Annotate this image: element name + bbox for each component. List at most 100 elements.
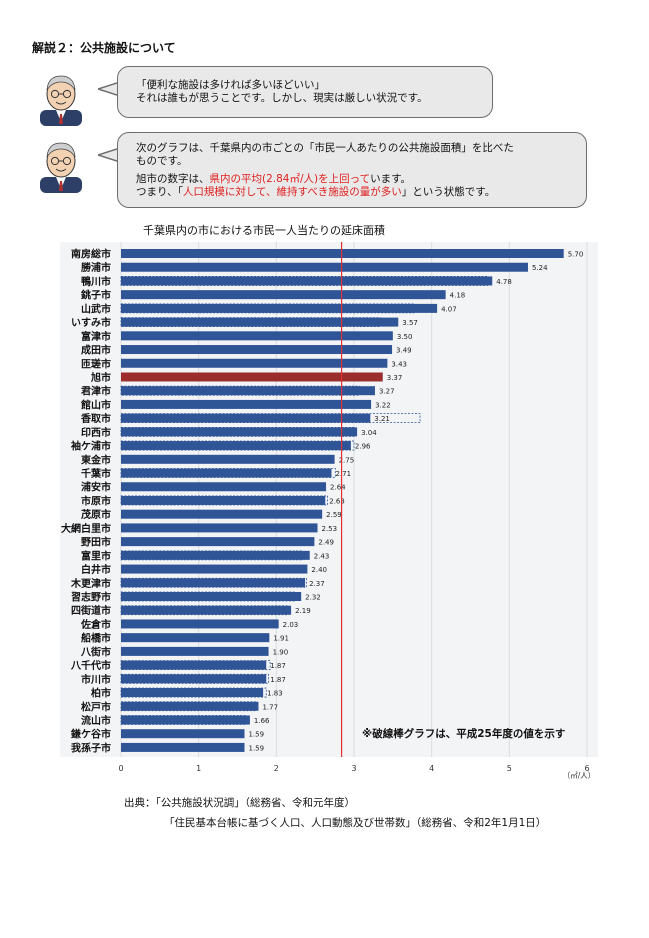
bubble-2-highlight-facilities: 人口規模に対して、維持すべき施設の量が多い [182,186,402,198]
bar [121,742,245,752]
speech-bubble-1: 「便利な施設は多ければ多いほどいい」 それは誰もが思うことです。しかし、現実は厳… [117,66,493,118]
bar [121,537,315,547]
bar-value-label: 3.57 [402,319,418,327]
bubble-2-line-3: 旭市の数字は、県内の平均(2.84㎡/人)を上回っています。 [136,173,574,186]
bar-value-label: 2.59 [326,511,342,519]
bar-value-label: 1.59 [248,744,264,752]
bar [121,331,393,341]
category-label: 印西市 [81,426,111,439]
category-label: 東金市 [81,453,111,466]
bar [121,468,332,478]
category-label: 市川市 [81,673,111,686]
source-line-2: 「住民基本台帳に基づく人口、人口動態及び世帯数」（総務省、令和2年1月1日） [164,817,547,829]
bar [121,619,279,629]
category-label: 南房総市 [71,248,111,261]
presenter-avatar-1 [40,75,82,126]
bar [121,358,388,368]
bar [121,715,250,725]
category-label: 鴨川市 [81,275,111,288]
category-label: 銚子市 [81,289,111,302]
x-tick-label: 3 [351,764,356,773]
category-label: 成田市 [81,344,111,357]
bar-value-label: 2.43 [314,552,330,560]
bar-value-label: 2.53 [321,525,337,533]
source-line-1: 出典：「公共施設状況調」（総務省、令和元年度） [124,797,355,809]
bar [121,482,327,492]
category-label: 茂原市 [81,508,111,521]
chart-note: ※破線棒グラフは、平成25年度の値を示す [362,727,565,740]
bubble-1-line-1: 「便利な施設は多ければ多いほどいい」 [136,79,325,91]
bar-value-label: 3.37 [387,374,403,382]
bar-value-label: 4.07 [441,305,457,313]
bar [121,276,493,286]
bar-value-label: 3.50 [397,333,413,341]
bar-value-label: 2.75 [339,456,355,464]
bar-value-label: 2.32 [305,594,321,602]
bar-value-label: 1.90 [273,648,289,656]
section-heading: 解説２：公共施設について [32,41,176,55]
bar [121,509,323,519]
bar [121,454,335,464]
bar [121,660,267,670]
bar [121,441,351,451]
source-citation: 出典：「公共施設状況調」（総務省、令和元年度） 「住民基本台帳に基づく人口、人口… [124,793,546,833]
category-label: 鎌ケ谷市 [70,728,111,741]
bar [121,701,259,711]
bubble-2-line-4: つまり、「人口規模に対して、維持すべき施設の量が多い」という状態です。 [136,186,574,199]
bar [121,495,326,505]
bar-value-label: 4.18 [450,292,466,300]
category-label: 大網白里市 [61,522,111,535]
bar [121,550,310,560]
bar-value-label: 1.59 [248,731,264,739]
x-tick-label: 6 [584,764,589,773]
bar-value-label: 2.40 [311,566,327,574]
category-label: 勝浦市 [81,261,111,274]
bar [121,413,371,423]
bar-value-label: 3.22 [375,401,391,409]
bar [121,729,245,739]
category-label: 浦安市 [81,481,111,494]
bar-value-label: 2.03 [283,621,299,629]
category-label: 船橋市 [81,632,111,645]
bar-value-label: 2.64 [330,484,346,492]
bar-highlight [121,372,383,382]
presenter-avatar-2 [40,142,82,193]
bar [121,386,375,396]
category-label: 香取市 [81,412,111,425]
bar-value-label: 5.24 [532,264,548,272]
bar-value-label: 3.04 [361,429,377,437]
bar [121,262,528,272]
bar-value-label: 3.49 [396,347,412,355]
bubble-2-line-2: ものです。 [136,155,188,167]
bar-value-label: 2.63 [329,497,345,505]
category-label: いすみ市 [71,316,111,329]
bar-value-label: 3.21 [374,415,390,423]
bar-value-label: 4.78 [496,278,512,286]
bar-value-label: 1.91 [273,635,289,643]
category-label: 柏市 [91,687,111,700]
bar [121,688,264,698]
category-label: 山武市 [81,302,111,315]
bubble-2-line-3-c: います。 [370,173,412,185]
bar [121,592,302,601]
bar-value-label: 2.49 [318,539,334,547]
bubble-2-line-1: 次のグラフは、千葉県内の市ごとの「市民一人あたりの公共施設面積」を比べた [136,142,514,154]
chart-title: 千葉県内の市における市民一人当たりの延床面積 [143,224,385,237]
bar [121,317,399,327]
bar-value-label: 3.27 [379,388,395,396]
category-label: 旭市 [90,371,111,384]
bar [121,564,308,574]
bubble-2-line-4-a: つまり、「 [136,186,183,198]
bar [121,303,438,313]
bar-value-label: 2.19 [295,607,311,615]
speech-bubble-2: 次のグラフは、千葉県内の市ごとの「市民一人あたりの公共施設面積」を比べた もので… [117,132,587,208]
category-label: 佐倉市 [80,618,111,631]
bar-value-label: 1.83 [267,690,283,698]
category-label: 八街市 [80,645,111,658]
bar [121,646,269,656]
bar [121,578,306,588]
category-label: 富津市 [81,330,111,343]
bar [121,674,267,684]
category-label: 匝瑳市 [81,357,111,370]
category-label: 君津市 [81,385,111,398]
